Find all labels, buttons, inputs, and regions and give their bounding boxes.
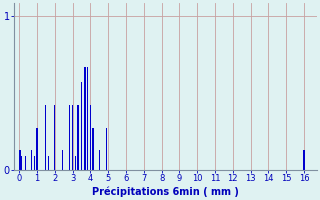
Bar — [99, 150, 100, 170]
Bar — [84, 67, 86, 170]
Bar — [21, 156, 22, 170]
Bar — [72, 105, 73, 170]
Bar — [90, 105, 91, 170]
Bar — [34, 156, 35, 170]
Bar — [62, 150, 63, 170]
Bar — [36, 128, 37, 170]
Bar — [77, 105, 78, 170]
Bar — [303, 150, 305, 170]
Bar — [92, 128, 94, 170]
Bar — [25, 156, 26, 170]
Bar — [81, 82, 82, 170]
Bar — [69, 105, 70, 170]
X-axis label: Précipitations 6min ( mm ): Précipitations 6min ( mm ) — [92, 186, 239, 197]
Bar — [106, 128, 107, 170]
Bar — [54, 105, 55, 170]
Bar — [48, 156, 49, 170]
Bar — [87, 67, 88, 170]
Bar — [45, 105, 46, 170]
Bar — [75, 156, 76, 170]
Bar — [31, 150, 32, 170]
